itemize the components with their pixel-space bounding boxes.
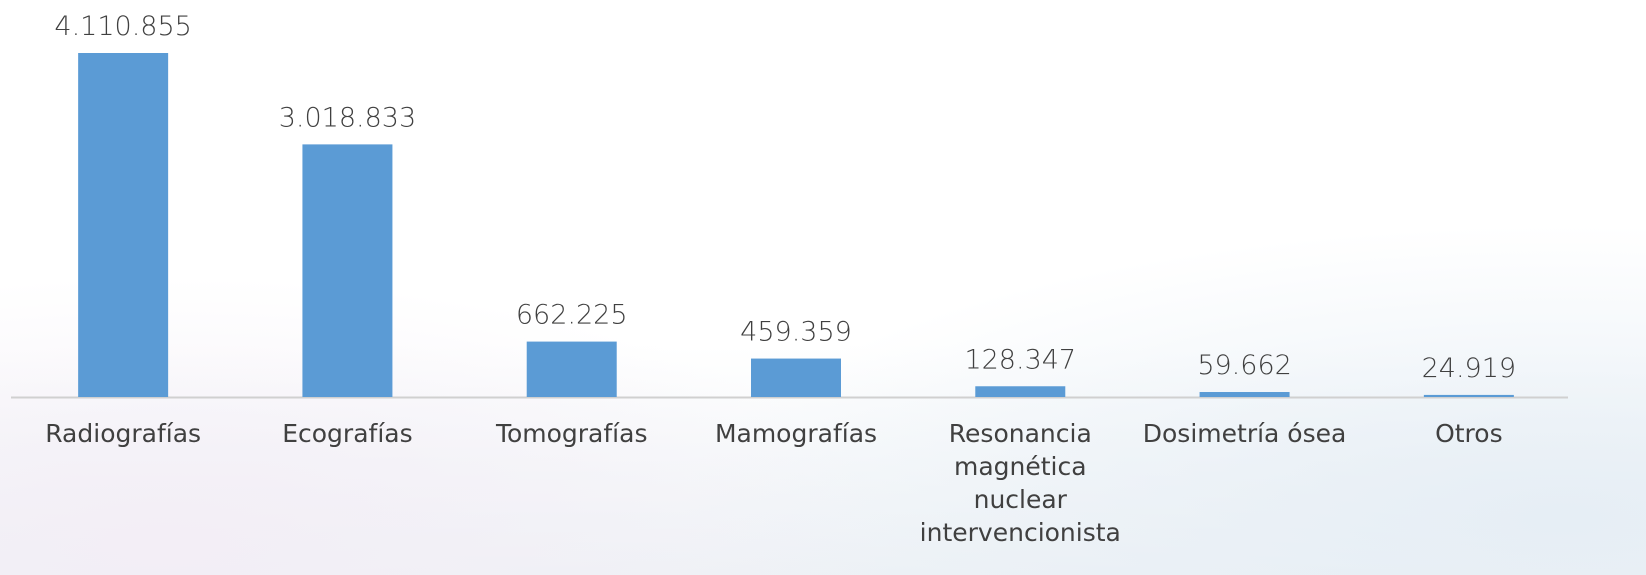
value-label: 128.347 bbox=[964, 344, 1076, 375]
value-label: 24.919 bbox=[1422, 353, 1516, 384]
x-tick-label: Mamografías bbox=[714, 419, 878, 448]
value-label: 662.225 bbox=[516, 300, 628, 331]
value-label: 4.110.855 bbox=[54, 11, 191, 42]
x-tick-label: Radiografías bbox=[45, 419, 202, 448]
value-label: 59.662 bbox=[1197, 350, 1291, 381]
bar bbox=[302, 144, 393, 397]
x-tick-label: Resonancia magnética nuclear intervencio… bbox=[919, 419, 1121, 547]
bar bbox=[751, 358, 841, 397]
value-label: 459.359 bbox=[740, 317, 852, 348]
x-tick-label: Tomografías bbox=[495, 419, 648, 448]
bar bbox=[1423, 394, 1514, 397]
x-tick-label: Ecografías bbox=[282, 419, 413, 448]
bar bbox=[1199, 392, 1290, 397]
value-label: 3.018.833 bbox=[279, 102, 416, 133]
x-tick-label: Otros bbox=[1435, 419, 1503, 448]
x-tick-label: Dosimetría ósea bbox=[1142, 419, 1347, 448]
bar bbox=[526, 341, 617, 397]
bar bbox=[78, 53, 169, 397]
bar bbox=[975, 386, 1066, 397]
